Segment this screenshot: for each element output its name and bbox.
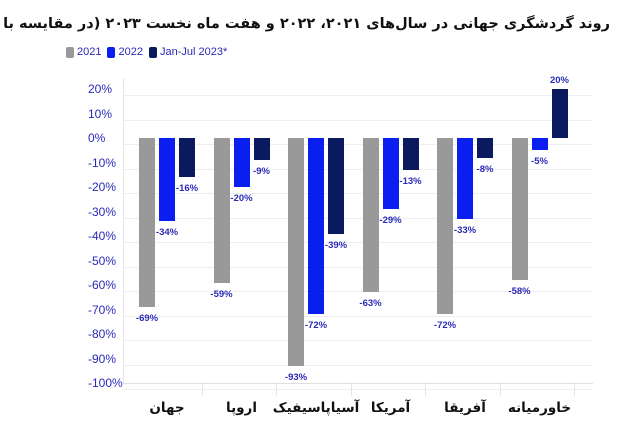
gridline (123, 169, 593, 170)
gridline (123, 218, 593, 219)
x-category-label: آفریقا (444, 400, 486, 416)
legend-swatch-2023 (148, 46, 157, 58)
bar-value-label: -39% (324, 239, 348, 251)
bar-value-label: -34% (155, 227, 179, 239)
bar-value-label: -9% (253, 166, 270, 178)
gridline (123, 120, 593, 121)
bar-value-label: 20% (549, 75, 570, 86)
gridline (123, 144, 593, 145)
gridline (123, 365, 593, 366)
chart-legend: 2021 2022 Jan-Jul 2023* (66, 46, 227, 58)
x-category-label: اروپا (226, 400, 257, 416)
x-axis-line (123, 383, 593, 384)
y-tick-label: -100% (88, 376, 123, 390)
legend-swatch-2022 (107, 46, 116, 58)
bar-value-label: -72% (304, 320, 328, 332)
category-divider (574, 382, 575, 396)
gridline (123, 242, 593, 243)
legend-item-2022: 2022 (107, 46, 143, 58)
bar-value-label: -5% (531, 156, 548, 168)
bar (437, 138, 453, 315)
legend-label-2023: Jan-Jul 2023* (159, 46, 228, 58)
y-tick-label: 20% (88, 82, 113, 96)
bar (362, 138, 379, 293)
bar (382, 138, 399, 210)
y-tick-label: -90% (88, 351, 117, 366)
category-divider (201, 382, 203, 396)
x-category-label: جهان (149, 400, 185, 416)
bar (159, 138, 175, 222)
bar-value-label: -29% (379, 215, 402, 227)
category-divider (425, 382, 426, 396)
y-tick-label: -80% (88, 327, 117, 341)
bar (328, 138, 344, 234)
gridline (123, 291, 593, 292)
bar (253, 138, 270, 161)
x-category-label: خاورمیانه (507, 400, 572, 416)
legend-item-2023: Jan-Jul 2023* (148, 46, 228, 58)
y-tick-label: -20% (88, 180, 117, 194)
bar-value-label: -58% (508, 286, 531, 298)
bar-value-label: -93% (284, 371, 308, 383)
bar (213, 138, 230, 283)
gridline (123, 389, 593, 390)
x-category-label: آسیاپاسیفیک (272, 400, 360, 416)
bar-value-label: -20% (230, 193, 253, 204)
y-tick-label: 10% (88, 106, 113, 121)
legend-label-2022: 2022 (118, 46, 143, 58)
bar (308, 138, 324, 315)
bar-value-label: -8% (476, 163, 494, 175)
gridline (123, 95, 593, 96)
bar (402, 138, 419, 170)
bar-value-label: -16% (175, 183, 199, 195)
bar (179, 138, 195, 178)
bar (139, 138, 155, 308)
y-tick-label: -40% (88, 229, 117, 243)
bar-value-label: -13% (399, 175, 422, 187)
category-divider (350, 382, 352, 396)
chart-title: روند گردشگری جهانی در سال‌های ۲۰۲۱، ۲۰۲۲… (0, 16, 610, 32)
category-divider (276, 382, 277, 396)
y-axis-line (123, 78, 124, 384)
legend-item-2021: 2021 (66, 46, 101, 58)
bar-value-label: -72% (433, 320, 457, 332)
bar (531, 138, 548, 151)
gridline (123, 193, 593, 194)
y-tick-label: -70% (88, 302, 117, 317)
y-tick-label: 0% (88, 131, 106, 145)
bar (511, 138, 528, 281)
x-category-label: آمریکا (370, 400, 411, 416)
bar (551, 89, 568, 138)
gridline (123, 267, 593, 268)
bar-value-label: -59% (210, 288, 233, 300)
gridline (123, 316, 593, 317)
bar-value-label: -33% (453, 224, 477, 236)
gridline (123, 340, 593, 341)
bar (233, 138, 250, 187)
y-tick-label: -50% (88, 253, 117, 268)
legend-swatch-2021 (66, 46, 74, 58)
bar-value-label: -69% (135, 313, 159, 325)
bar (477, 138, 493, 158)
y-tick-label: -30% (88, 204, 117, 219)
bar (288, 138, 304, 366)
legend-label-2021: 2021 (77, 46, 102, 58)
bar-value-label: -63% (359, 298, 382, 310)
y-tick-label: -10% (88, 155, 117, 170)
bar (457, 138, 473, 219)
y-tick-label: -60% (88, 278, 117, 292)
category-divider (499, 382, 501, 396)
